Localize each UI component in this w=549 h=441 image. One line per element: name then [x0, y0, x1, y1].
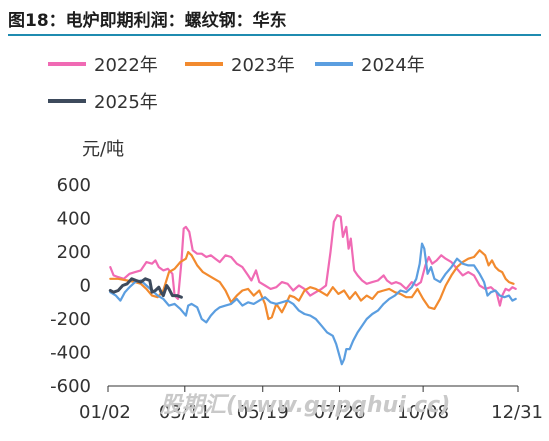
y-tick-label: 400	[57, 209, 91, 230]
legend-label-2022: 2022年	[94, 55, 158, 76]
legend: 2022年 2023年 2024年 2025年	[48, 55, 425, 113]
title-underline	[8, 34, 541, 36]
legend-label-2024: 2024年	[361, 55, 425, 76]
y-tick-label: -200	[50, 309, 91, 330]
series-line-2023	[109, 249, 515, 321]
legend-label-2023: 2023年	[231, 55, 295, 76]
x-tick-label: 03/11	[159, 402, 211, 423]
x-tick-label: 12/31	[491, 402, 543, 423]
x-axis: 01/02 03/11 05/19 07/26 10/08 12/31	[79, 385, 543, 423]
y-axis-unit-label: 元/吨	[82, 139, 124, 160]
y-tick-label: 600	[57, 175, 91, 196]
watermark-text: 股期汇(www.gupqhui.cc)	[159, 393, 450, 418]
y-tick-label: -400	[50, 343, 91, 364]
series-lines	[108, 214, 517, 366]
series-line-2022	[109, 214, 517, 307]
chart-title: 图18：电炉即期利润：螺纹钢：华东	[8, 11, 287, 31]
series-line-2024	[109, 242, 517, 366]
series-line-2025	[108, 277, 183, 299]
x-tick-label: 10/08	[397, 402, 449, 423]
y-tick-label: 0	[80, 276, 91, 297]
y-tick-label: 200	[57, 242, 91, 263]
legend-label-2025: 2025年	[94, 92, 158, 113]
x-tick-label: 07/26	[314, 402, 366, 423]
y-axis-ticks: 600 400 200 0 -200 -400 -600	[50, 175, 91, 397]
y-tick-label: -600	[50, 376, 91, 397]
x-tick-label: 01/02	[79, 402, 131, 423]
x-tick-label: 05/19	[237, 402, 289, 423]
